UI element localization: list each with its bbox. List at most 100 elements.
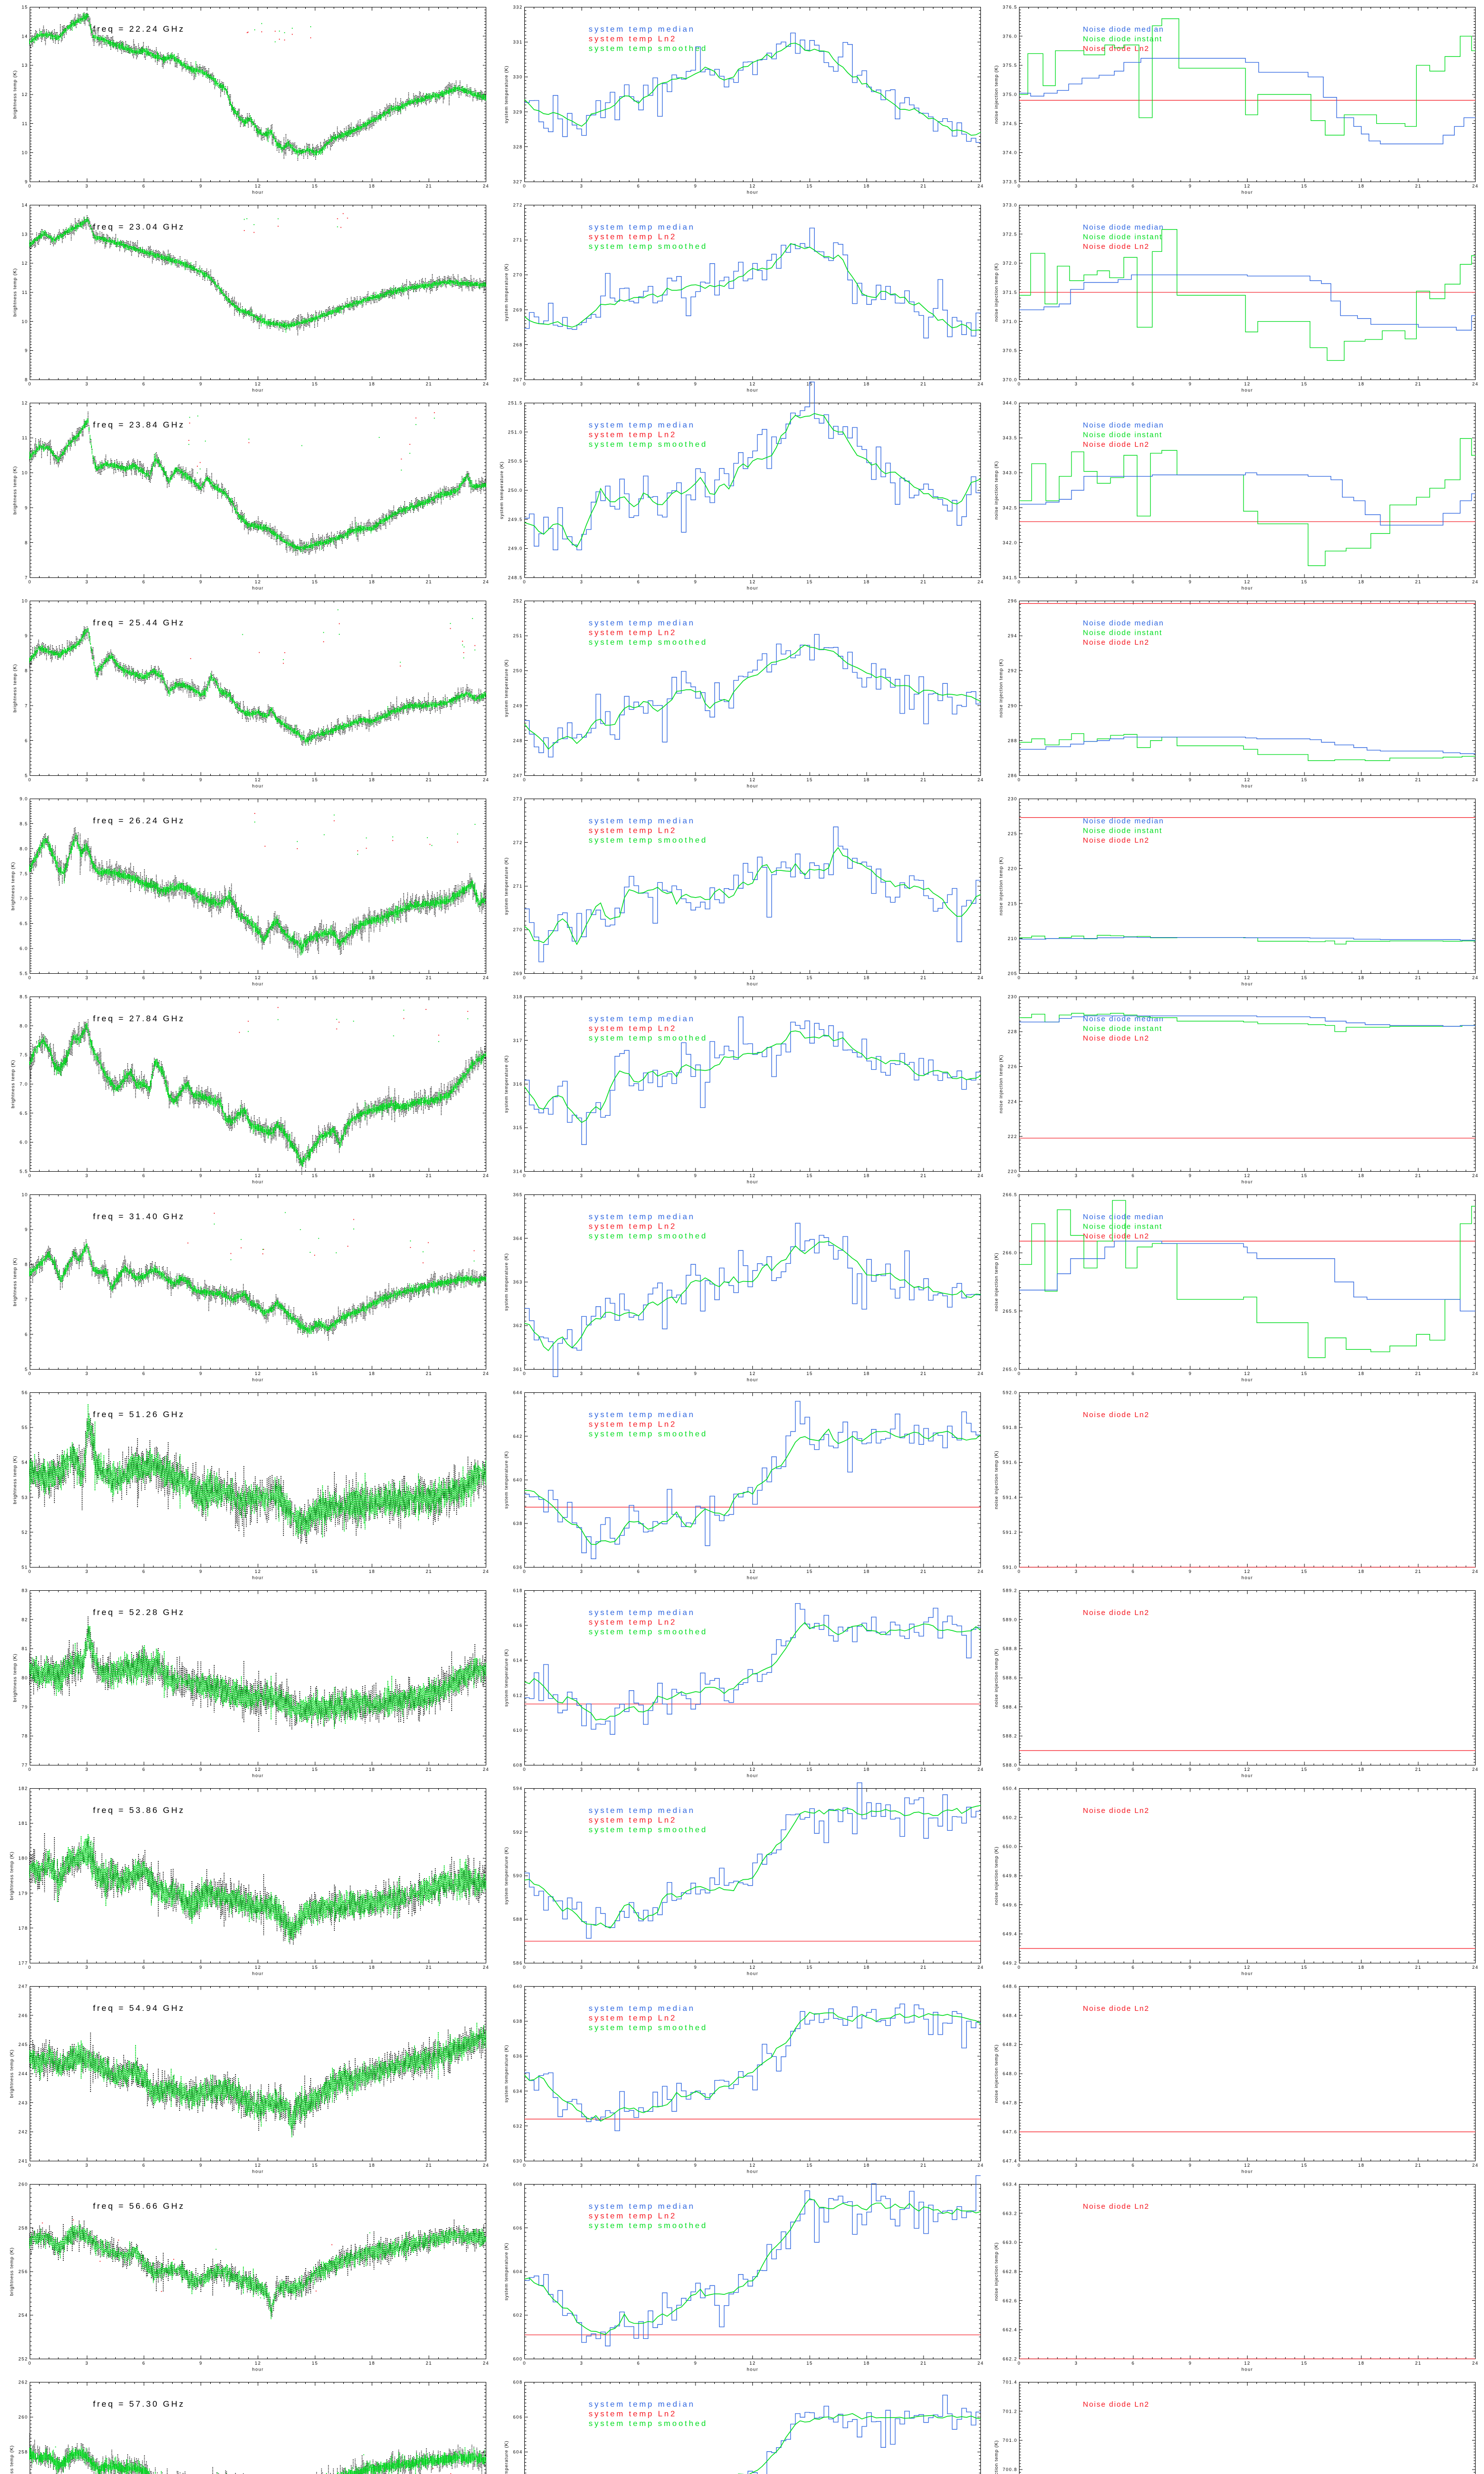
svg-text:371.5: 371.5 bbox=[1003, 290, 1018, 295]
svg-text:330: 330 bbox=[513, 75, 522, 80]
svg-text:701.4: 701.4 bbox=[1003, 2380, 1018, 2385]
svg-text:252: 252 bbox=[513, 599, 522, 604]
svg-text:freq = 23.04 GHz: freq = 23.04 GHz bbox=[93, 222, 185, 232]
svg-text:588: 588 bbox=[513, 1917, 522, 1922]
svg-text:56: 56 bbox=[22, 1390, 28, 1395]
svg-text:634: 634 bbox=[513, 2089, 522, 2093]
svg-text:freq = 56.66 GHz: freq = 56.66 GHz bbox=[93, 2201, 185, 2211]
svg-text:7.0: 7.0 bbox=[20, 896, 28, 901]
svg-text:606: 606 bbox=[513, 2226, 522, 2231]
svg-text:290: 290 bbox=[1008, 703, 1017, 708]
svg-text:13: 13 bbox=[22, 232, 28, 237]
svg-text:228: 228 bbox=[1008, 1029, 1017, 1034]
svg-text:591.2: 591.2 bbox=[1003, 1530, 1018, 1535]
svg-text:590: 590 bbox=[513, 1873, 522, 1878]
svg-text:649.2: 649.2 bbox=[1003, 1961, 1018, 1966]
svg-text:81: 81 bbox=[22, 1646, 28, 1651]
svg-text:8: 8 bbox=[25, 668, 28, 673]
svg-text:371.0: 371.0 bbox=[1003, 319, 1018, 324]
svg-text:331: 331 bbox=[513, 40, 522, 45]
svg-text:373.0: 373.0 bbox=[1003, 203, 1018, 208]
svg-text:8.0: 8.0 bbox=[20, 1023, 28, 1028]
svg-text:5.5: 5.5 bbox=[20, 1169, 28, 1174]
svg-text:271: 271 bbox=[513, 884, 522, 889]
svg-text:7.5: 7.5 bbox=[20, 871, 28, 876]
svg-text:649.6: 649.6 bbox=[1003, 1903, 1018, 1907]
svg-text:662.4: 662.4 bbox=[1003, 2328, 1018, 2332]
svg-text:606: 606 bbox=[513, 2415, 522, 2420]
svg-text:375.5: 375.5 bbox=[1003, 63, 1018, 68]
svg-text:8.5: 8.5 bbox=[20, 995, 28, 999]
svg-text:662.8: 662.8 bbox=[1003, 2269, 1018, 2274]
svg-text:288: 288 bbox=[1008, 738, 1017, 743]
svg-text:11: 11 bbox=[22, 435, 28, 440]
svg-text:freq = 53.86 GHz: freq = 53.86 GHz bbox=[93, 1806, 185, 1815]
svg-text:78: 78 bbox=[22, 1734, 28, 1739]
svg-text:286: 286 bbox=[1008, 773, 1017, 778]
svg-text:701.2: 701.2 bbox=[1003, 2409, 1018, 2414]
svg-text:244: 244 bbox=[18, 2071, 28, 2076]
svg-text:328: 328 bbox=[513, 144, 522, 149]
svg-text:372.5: 372.5 bbox=[1003, 232, 1018, 237]
svg-text:650.2: 650.2 bbox=[1003, 1815, 1018, 1820]
svg-text:604: 604 bbox=[513, 2450, 522, 2455]
svg-text:180: 180 bbox=[18, 1856, 28, 1861]
svg-text:55: 55 bbox=[22, 1425, 28, 1430]
svg-text:230: 230 bbox=[1008, 797, 1017, 802]
svg-text:343.5: 343.5 bbox=[1003, 435, 1018, 440]
svg-text:freq = 57.30 GHz: freq = 57.30 GHz bbox=[93, 2399, 185, 2409]
svg-text:591.0: 591.0 bbox=[1003, 1565, 1018, 1570]
svg-text:14: 14 bbox=[22, 203, 28, 208]
svg-text:250: 250 bbox=[513, 668, 522, 673]
svg-text:588.6: 588.6 bbox=[1003, 1675, 1018, 1680]
svg-text:7: 7 bbox=[25, 575, 28, 580]
svg-text:210: 210 bbox=[1008, 936, 1017, 941]
svg-text:592: 592 bbox=[513, 1830, 522, 1835]
svg-text:10: 10 bbox=[22, 471, 28, 476]
svg-text:372.0: 372.0 bbox=[1003, 261, 1018, 266]
svg-text:freq = 25.44 GHz: freq = 25.44 GHz bbox=[93, 618, 185, 627]
svg-text:271: 271 bbox=[513, 238, 522, 242]
svg-text:327: 327 bbox=[513, 180, 522, 185]
svg-text:10: 10 bbox=[22, 319, 28, 324]
svg-text:247: 247 bbox=[18, 1984, 28, 1989]
svg-text:249.5: 249.5 bbox=[508, 517, 523, 522]
svg-text:247: 247 bbox=[513, 773, 522, 778]
svg-text:6: 6 bbox=[25, 738, 28, 743]
svg-text:10: 10 bbox=[22, 599, 28, 604]
svg-text:364: 364 bbox=[513, 1236, 522, 1241]
svg-text:272: 272 bbox=[513, 840, 522, 845]
svg-text:267: 267 bbox=[513, 378, 522, 382]
svg-text:8: 8 bbox=[25, 540, 28, 545]
svg-text:freq = 27.84 GHz: freq = 27.84 GHz bbox=[93, 1014, 185, 1023]
svg-text:82: 82 bbox=[22, 1617, 28, 1622]
svg-text:freq = 22.24 GHz: freq = 22.24 GHz bbox=[93, 24, 185, 34]
svg-text:314: 314 bbox=[513, 1169, 522, 1174]
svg-text:618: 618 bbox=[513, 1588, 522, 1593]
svg-text:177: 177 bbox=[18, 1961, 28, 1966]
svg-text:586: 586 bbox=[513, 1961, 522, 1966]
svg-text:14: 14 bbox=[22, 34, 28, 39]
svg-text:374.0: 374.0 bbox=[1003, 150, 1018, 155]
svg-text:640: 640 bbox=[513, 1477, 522, 1482]
svg-text:591.8: 591.8 bbox=[1003, 1425, 1018, 1430]
svg-text:604: 604 bbox=[513, 2269, 522, 2274]
svg-text:80: 80 bbox=[22, 1675, 28, 1680]
svg-text:54: 54 bbox=[22, 1460, 28, 1465]
svg-text:5.5: 5.5 bbox=[20, 971, 28, 976]
svg-text:636: 636 bbox=[513, 2054, 522, 2059]
svg-text:648.0: 648.0 bbox=[1003, 2071, 1018, 2076]
svg-text:270: 270 bbox=[513, 273, 522, 278]
svg-text:258: 258 bbox=[18, 2450, 28, 2455]
svg-text:642: 642 bbox=[513, 1434, 522, 1439]
svg-text:178: 178 bbox=[18, 1926, 28, 1931]
svg-text:12: 12 bbox=[22, 92, 28, 97]
svg-text:222: 222 bbox=[1008, 1134, 1017, 1139]
svg-text:343.0: 343.0 bbox=[1003, 471, 1018, 476]
svg-text:365: 365 bbox=[513, 1192, 522, 1197]
svg-text:376.5: 376.5 bbox=[1003, 5, 1018, 10]
svg-text:215: 215 bbox=[1008, 901, 1017, 906]
svg-text:647.6: 647.6 bbox=[1003, 2130, 1018, 2135]
svg-text:649.8: 649.8 bbox=[1003, 1873, 1018, 1878]
svg-text:647.8: 647.8 bbox=[1003, 2100, 1018, 2105]
